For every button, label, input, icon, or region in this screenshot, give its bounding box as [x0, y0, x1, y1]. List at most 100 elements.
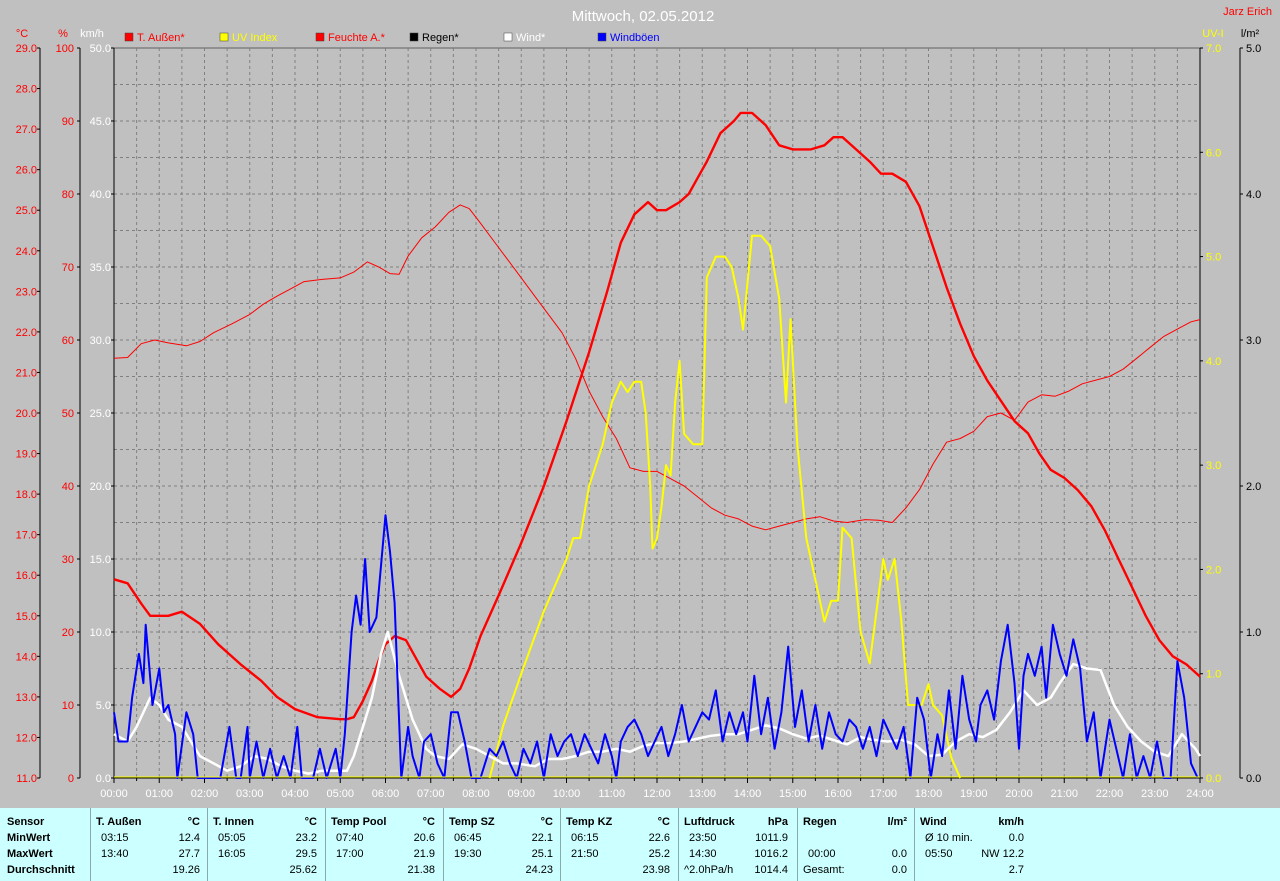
- x-tick-label: 12:00: [643, 788, 671, 800]
- column-unit: hPa: [767, 816, 788, 828]
- x-tick-label: 17:00: [869, 788, 897, 800]
- avg-note: Gesamt:: [803, 864, 845, 876]
- min-value: 1011.9: [755, 832, 788, 844]
- humidity-tick-label: 20: [62, 627, 74, 639]
- max-value: 1016.2: [754, 848, 788, 860]
- temp-tick-label: 15.0: [16, 611, 37, 623]
- x-tick-label: 04:00: [281, 788, 309, 800]
- max-time: 05:50: [925, 848, 953, 860]
- temp-tick-label: 11.0: [16, 773, 37, 785]
- temp-tick-label: 17.0: [16, 530, 37, 542]
- min-time: Ø 10 min.: [925, 832, 973, 844]
- x-tick-label: 13:00: [688, 788, 716, 800]
- legend-swatch: [409, 32, 419, 42]
- legend-swatch: [219, 32, 229, 42]
- column-unit: °C: [657, 816, 670, 828]
- x-tick-label: 05:00: [326, 788, 354, 800]
- legend-label: Regen*: [422, 32, 459, 44]
- chart-title: Mittwoch, 02.05.2012: [572, 8, 715, 25]
- summary-table: Sensor MinWert MaxWert Durchschnitt T. A…: [0, 808, 1280, 881]
- wind-tick-label: 40.0: [90, 189, 111, 201]
- rain-tick-label: 2.0: [1246, 481, 1261, 493]
- x-tick-label: 16:00: [824, 788, 852, 800]
- row-label-sensor: Sensor: [7, 816, 45, 828]
- wind-tick-label: 25.0: [90, 408, 111, 420]
- avg-value: 21.38: [407, 864, 435, 876]
- x-tick-label: 24:00: [1186, 788, 1214, 800]
- x-tick-label: 23:00: [1141, 788, 1169, 800]
- table-column: Temp Pool °C 07:40 20.6 17:00 21.9 21.38: [325, 808, 443, 881]
- series-windböen: [113, 514, 1199, 779]
- rain-tick-label: 3.0: [1246, 335, 1261, 347]
- max-time: 19:30: [454, 848, 482, 860]
- table-column: Regen l/m² 00:00 0.0 Gesamt: 0.0: [797, 808, 915, 881]
- humidity-tick-label: 0: [68, 773, 74, 785]
- min-value: 0.0: [1008, 832, 1024, 844]
- table-column: T. Innen °C 05:05 23.2 16:05 29.5 25.62: [207, 808, 325, 881]
- uv-tick-label: 6.0: [1206, 147, 1221, 159]
- max-value: 29.5: [295, 848, 317, 860]
- min-time: 23:50: [689, 832, 717, 844]
- min-value: 22.6: [648, 832, 670, 844]
- max-time: 17:00: [336, 848, 364, 860]
- table-column: Temp KZ °C 06:15 22.6 21:50 25.2 23.98: [560, 808, 678, 881]
- max-value: 21.9: [413, 848, 435, 860]
- temp-tick-label: 19.0: [16, 449, 37, 461]
- avg-value: 25.62: [289, 864, 317, 876]
- wind-tick-label: 20.0: [90, 481, 111, 493]
- temp-tick-label: 25.0: [16, 205, 37, 217]
- uv-tick-label: 1.0: [1206, 669, 1221, 681]
- max-time: 13:40: [101, 848, 129, 860]
- max-value: 25.1: [531, 848, 553, 860]
- series-feuchte-a: [113, 204, 1201, 531]
- legend-swatch: [597, 32, 607, 42]
- column-header: Luftdruck: [684, 816, 735, 828]
- column-unit: °C: [187, 816, 200, 828]
- uv-tick-label: 0.0: [1206, 773, 1221, 785]
- rain-tick-label: 0.0: [1246, 773, 1261, 785]
- row-label-min: MinWert: [7, 832, 51, 844]
- column-unit: °C: [540, 816, 553, 828]
- legend-label: Wind*: [516, 32, 546, 44]
- x-tick-label: 22:00: [1096, 788, 1124, 800]
- humidity-tick-label: 100: [56, 43, 74, 55]
- table-column: T. Außen °C 03:15 12.4 13:40 27.7 19.26: [90, 808, 208, 881]
- table-column: Wind km/h Ø 10 min. 0.0 05:50 NW 12.2 2.7: [914, 808, 1032, 881]
- series-wind: [113, 630, 1202, 775]
- temp-tick-label: 21.0: [16, 367, 37, 379]
- row-label-avg: Durchschnitt: [7, 864, 75, 876]
- series-uv-index: [488, 234, 962, 779]
- column-unit: °C: [422, 816, 435, 828]
- legend-label: T. Außen*: [137, 32, 185, 44]
- uv-unit-label: UV-I: [1202, 28, 1223, 40]
- row-label-max: MaxWert: [7, 848, 53, 860]
- wind-tick-label: 15.0: [90, 554, 111, 566]
- humidity-tick-label: 80: [62, 189, 74, 201]
- legend-label: Windböen: [610, 32, 660, 44]
- rain-unit-label: l/m²: [1241, 28, 1260, 40]
- column-unit: km/h: [998, 816, 1024, 828]
- wind-tick-label: 50.0: [90, 43, 111, 55]
- min-time: 06:45: [454, 832, 482, 844]
- x-tick-label: 11:00: [598, 788, 625, 800]
- rain-tick-label: 1.0: [1246, 627, 1261, 639]
- table-column: Luftdruck hPa 23:50 1011.9 14:30 1016.2 ^2.0hP…: [678, 808, 796, 881]
- x-tick-label: 03:00: [236, 788, 264, 800]
- temp-tick-label: 16.0: [16, 570, 37, 582]
- rain-tick-label: 4.0: [1246, 189, 1261, 201]
- legend-label: UV Index: [232, 32, 278, 44]
- x-tick-label: 00:00: [100, 788, 128, 800]
- temp-tick-label: 28.0: [16, 84, 37, 96]
- legend-swatch: [503, 32, 513, 42]
- max-value: NW 12.2: [981, 848, 1024, 860]
- avg-value: 0.0: [891, 864, 907, 876]
- temp-tick-label: 24.0: [16, 246, 37, 258]
- x-tick-label: 14:00: [734, 788, 762, 800]
- avg-value: 24.23: [525, 864, 553, 876]
- temp-tick-label: 18.0: [16, 489, 37, 501]
- uv-tick-label: 3.0: [1206, 460, 1221, 472]
- uv-tick-label: 5.0: [1206, 252, 1221, 264]
- legend-swatch: [124, 32, 134, 42]
- legend-swatch: [315, 32, 325, 42]
- temp-tick-label: 27.0: [16, 124, 37, 136]
